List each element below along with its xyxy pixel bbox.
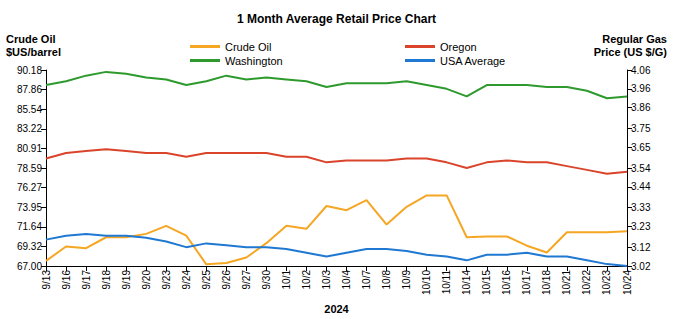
- svg-text:83.22: 83.22: [17, 123, 42, 134]
- svg-text:Washington: Washington: [225, 55, 283, 67]
- svg-text:10/16: 10/16: [501, 270, 512, 295]
- svg-text:3.86: 3.86: [631, 102, 651, 113]
- svg-text:3.54: 3.54: [631, 163, 651, 174]
- svg-text:10/24: 10/24: [622, 270, 633, 295]
- svg-text:2024: 2024: [324, 303, 349, 315]
- svg-text:67.00: 67.00: [17, 261, 42, 272]
- svg-text:10/4: 10/4: [341, 270, 352, 290]
- svg-text:Regular Gas: Regular Gas: [602, 33, 667, 45]
- svg-text:3.12: 3.12: [631, 242, 651, 253]
- svg-text:4.06: 4.06: [631, 65, 651, 76]
- svg-text:9/26: 9/26: [221, 270, 232, 290]
- svg-text:10/15: 10/15: [481, 270, 492, 295]
- svg-text:10/8: 10/8: [381, 270, 392, 290]
- svg-text:9/18: 9/18: [101, 270, 112, 290]
- svg-text:10/11: 10/11: [441, 270, 452, 295]
- svg-text:73.95: 73.95: [17, 202, 42, 213]
- svg-text:80.91: 80.91: [17, 143, 42, 154]
- svg-text:9/19: 9/19: [121, 270, 132, 290]
- svg-text:10/21: 10/21: [561, 270, 572, 295]
- svg-text:3.44: 3.44: [631, 181, 651, 192]
- svg-text:USA Average: USA Average: [440, 55, 505, 67]
- svg-text:9/27: 9/27: [241, 270, 252, 290]
- svg-text:71.64: 71.64: [17, 221, 42, 232]
- svg-text:9/16: 9/16: [61, 270, 72, 290]
- svg-text:10/23: 10/23: [601, 270, 612, 295]
- svg-text:Oregon: Oregon: [440, 41, 477, 53]
- svg-text:10/3: 10/3: [321, 270, 332, 290]
- svg-text:10/2: 10/2: [301, 270, 312, 290]
- svg-text:1 Month Average Retail Price C: 1 Month Average Retail Price Chart: [237, 12, 436, 26]
- svg-text:9/20: 9/20: [141, 270, 152, 290]
- svg-text:Crude Oil: Crude Oil: [225, 41, 271, 53]
- svg-text:9/13: 9/13: [41, 270, 52, 290]
- svg-text:Price (US $/G): Price (US $/G): [594, 46, 668, 58]
- svg-text:10/14: 10/14: [461, 270, 472, 295]
- svg-text:3.96: 3.96: [631, 83, 651, 94]
- svg-text:69.32: 69.32: [17, 241, 42, 252]
- svg-text:$US/barrel: $US/barrel: [6, 46, 61, 58]
- svg-text:3.33: 3.33: [631, 202, 651, 213]
- svg-text:10/10: 10/10: [421, 270, 432, 295]
- svg-text:3.02: 3.02: [631, 261, 651, 272]
- svg-text:10/9: 10/9: [401, 270, 412, 290]
- svg-text:9/30: 9/30: [261, 270, 272, 290]
- svg-text:3.65: 3.65: [631, 142, 651, 153]
- svg-text:3.23: 3.23: [631, 221, 651, 232]
- svg-text:9/17: 9/17: [81, 270, 92, 290]
- svg-text:Crude Oil: Crude Oil: [6, 33, 56, 45]
- svg-text:10/17: 10/17: [521, 270, 532, 295]
- svg-text:10/1: 10/1: [281, 270, 292, 290]
- svg-text:3.75: 3.75: [631, 123, 651, 134]
- svg-text:9/25: 9/25: [201, 270, 212, 290]
- svg-text:9/23: 9/23: [161, 270, 172, 290]
- svg-text:85.54: 85.54: [17, 104, 42, 115]
- svg-text:90.18: 90.18: [17, 65, 42, 76]
- svg-text:10/18: 10/18: [541, 270, 552, 295]
- svg-text:9/24: 9/24: [181, 270, 192, 290]
- svg-text:76.27: 76.27: [17, 182, 42, 193]
- svg-text:10/22: 10/22: [581, 270, 592, 295]
- svg-text:78.59: 78.59: [17, 163, 42, 174]
- svg-text:10/7: 10/7: [361, 270, 372, 290]
- svg-text:87.86: 87.86: [17, 84, 42, 95]
